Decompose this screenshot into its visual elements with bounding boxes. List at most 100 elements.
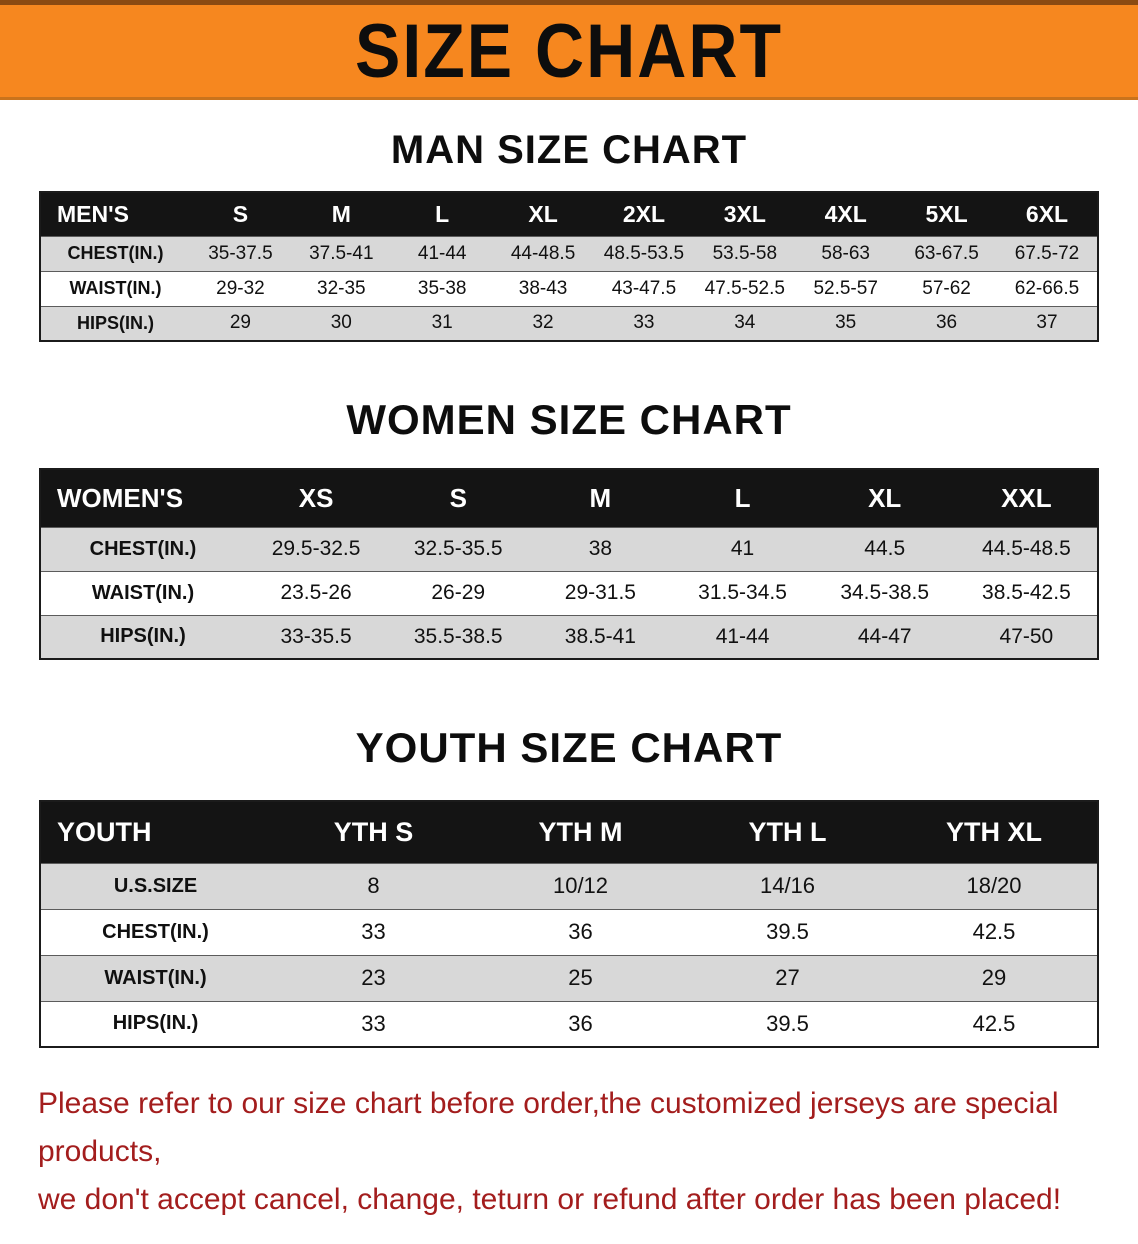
value-cell: 33 — [361, 1010, 386, 1036]
value-cell: 35 — [835, 312, 857, 334]
value-cell: 38.5-42.5 — [982, 581, 1071, 604]
value-cell: 41 — [730, 537, 755, 560]
value-cell: 23 — [361, 965, 386, 990]
value-cell: 47-50 — [999, 624, 1054, 648]
row-label-cell: HIPS(IN.) — [76, 312, 154, 333]
size-header-cell: 4XL — [795, 192, 897, 236]
value-cell: 36 — [935, 312, 958, 334]
row-label-cell: CHEST(IN.) — [102, 920, 209, 943]
value-cell: 37 — [1036, 312, 1058, 334]
row-label-cell: HIPS(IN.) — [112, 1012, 199, 1035]
value-cell: 36 — [568, 1010, 593, 1036]
disclaimer-line-1: Please refer to our size chart before or… — [38, 1087, 1059, 1168]
value-cell: 44-48.5 — [510, 242, 576, 264]
row-label-cell: CHEST(IN.) — [89, 537, 197, 560]
youth-size-table: YOUTH YTH S YTH M YTH L YTH XL U.S.SIZE 8 10/12… — [39, 800, 1099, 1048]
value-cell: 37.5-41 — [309, 242, 374, 264]
size-header-cell: M — [529, 469, 672, 527]
disclaimer: Please refer to our size chart before or… — [0, 1080, 1138, 1224]
size-header-cell: L — [671, 469, 814, 527]
value-cell: 35-37.5 — [208, 242, 273, 264]
value-cell: 32-35 — [317, 277, 366, 299]
table-row: CHEST(IN.) 33 36 39.5 42.5 — [40, 909, 1098, 955]
table-row: CHEST(IN.) 35-37.5 37.5-41 41-44 44-48.5 48.5… — [40, 236, 1098, 271]
value-cell: 44.5-48.5 — [982, 537, 1071, 560]
value-cell: 42.5 — [972, 919, 1016, 944]
table-title-cell: MEN'S — [40, 192, 190, 236]
table-row: WAIST(IN.) 23.5-26 26-29 29-31.5 31.5-34.5 34… — [40, 571, 1098, 615]
disclaimer-line-2: we don't accept cancel, change, teturn o… — [38, 1183, 1062, 1216]
value-cell: 31.5-34.5 — [698, 581, 787, 604]
value-cell: 47.5-52.5 — [704, 277, 785, 299]
value-cell: 36 — [568, 919, 593, 944]
table-row: WAIST(IN.) 23 25 27 29 — [40, 955, 1098, 1001]
value-cell: 29-32 — [216, 277, 265, 299]
youth-size-section: YOUTH SIZE CHART YOUTH YTH S YTH M YTH L YTH… — [0, 724, 1138, 1048]
table-row: WAIST(IN.) 29-32 32-35 35-38 38-43 43-47.5 47.… — [40, 271, 1098, 306]
value-cell: 25 — [568, 965, 593, 990]
value-cell: 32 — [532, 312, 554, 334]
size-header-cell: 5XL — [896, 192, 997, 236]
value-cell: 62-66.5 — [1014, 277, 1080, 299]
size-header-cell: L — [391, 192, 493, 236]
table-header-row: YOUTH YTH S YTH M YTH L YTH XL — [40, 801, 1098, 863]
table-row: HIPS(IN.) 29 30 31 32 33 34 35 36 37 — [40, 306, 1098, 341]
value-cell: 38 — [588, 537, 613, 560]
value-cell: 38-43 — [518, 277, 568, 299]
value-cell: 33 — [633, 312, 655, 334]
value-cell: 58-63 — [821, 242, 870, 264]
size-header-cell: YTH L — [684, 801, 891, 863]
banner-title: SIZE CHART — [355, 8, 783, 94]
table-header-row: WOMEN'S XS S M L XL XXL — [40, 469, 1098, 527]
row-label-cell: WAIST(IN.) — [91, 581, 195, 604]
table-title-cell: WOMEN'S — [40, 469, 245, 527]
value-cell: 48.5-53.5 — [603, 242, 685, 264]
value-cell: 18/20 — [966, 873, 1022, 898]
table-row: HIPS(IN.) 33 36 39.5 42.5 — [40, 1001, 1098, 1047]
value-cell: 52.5-57 — [813, 277, 878, 299]
value-cell: 23.5-26 — [280, 581, 352, 604]
value-cell: 67.5-72 — [1014, 242, 1080, 264]
youth-section-heading: YOUTH SIZE CHART — [355, 724, 783, 771]
value-cell: 34 — [734, 312, 756, 334]
value-cell: 39.5 — [766, 1010, 809, 1036]
value-cell: 63-67.5 — [914, 242, 979, 264]
size-header-cell: XXL — [955, 469, 1098, 527]
table-row: HIPS(IN.) 33-35.5 35.5-38.5 38.5-41 41-44 44-… — [40, 615, 1098, 659]
row-label-cell: WAIST(IN.) — [69, 278, 162, 298]
value-cell: 33-35.5 — [280, 624, 352, 648]
value-cell: 29 — [981, 965, 1007, 990]
value-cell: 29-31.5 — [564, 581, 636, 604]
table-title-cell: YOUTH — [40, 801, 270, 863]
table-row: CHEST(IN.) 29.5-32.5 32.5-35.5 38 41 44.5 44.5… — [40, 527, 1098, 571]
men-size-table: MEN'S S M L XL 2XL 3XL 4XL 5XL 6XL CHEST(IN.) 35-37… — [39, 191, 1099, 342]
value-cell: 30 — [330, 312, 352, 334]
value-cell: 27 — [775, 965, 800, 990]
value-cell: 53.5-58 — [712, 242, 778, 264]
value-cell: 8 — [367, 873, 380, 898]
table-row: U.S.SIZE 8 10/12 14/16 18/20 — [40, 863, 1098, 909]
men-section-heading: MAN SIZE CHART — [390, 128, 748, 172]
banner: SIZE CHART — [0, 0, 1138, 100]
women-size-table: WOMEN'S XS S M L XL XXL CHEST(IN.) 29.5-32.5 32.5… — [39, 468, 1099, 660]
value-cell: 32.5-35.5 — [413, 537, 503, 560]
value-cell: 38.5-41 — [564, 624, 636, 648]
size-header-cell: M — [290, 192, 392, 236]
row-label-cell: U.S.SIZE — [113, 874, 198, 897]
value-cell: 39.5 — [766, 919, 809, 944]
size-header-cell: XL — [492, 192, 594, 236]
value-cell: 41-44 — [417, 242, 467, 264]
size-header-cell: YTH M — [477, 801, 684, 863]
size-header-cell: YTH XL — [891, 801, 1098, 863]
value-cell: 35.5-38.5 — [413, 624, 503, 648]
value-cell: 26-29 — [431, 581, 486, 604]
value-cell: 57-62 — [922, 277, 971, 299]
value-cell: 29.5-32.5 — [271, 537, 361, 560]
value-cell: 43-47.5 — [611, 277, 677, 299]
value-cell: 14/16 — [759, 873, 816, 898]
value-cell: 44.5 — [864, 537, 906, 560]
women-size-section: WOMEN SIZE CHART WOMEN'S XS S M L XL XXL CHEST(… — [0, 396, 1138, 660]
value-cell: 41-44 — [715, 624, 770, 648]
size-header-cell: 2XL — [593, 192, 695, 236]
